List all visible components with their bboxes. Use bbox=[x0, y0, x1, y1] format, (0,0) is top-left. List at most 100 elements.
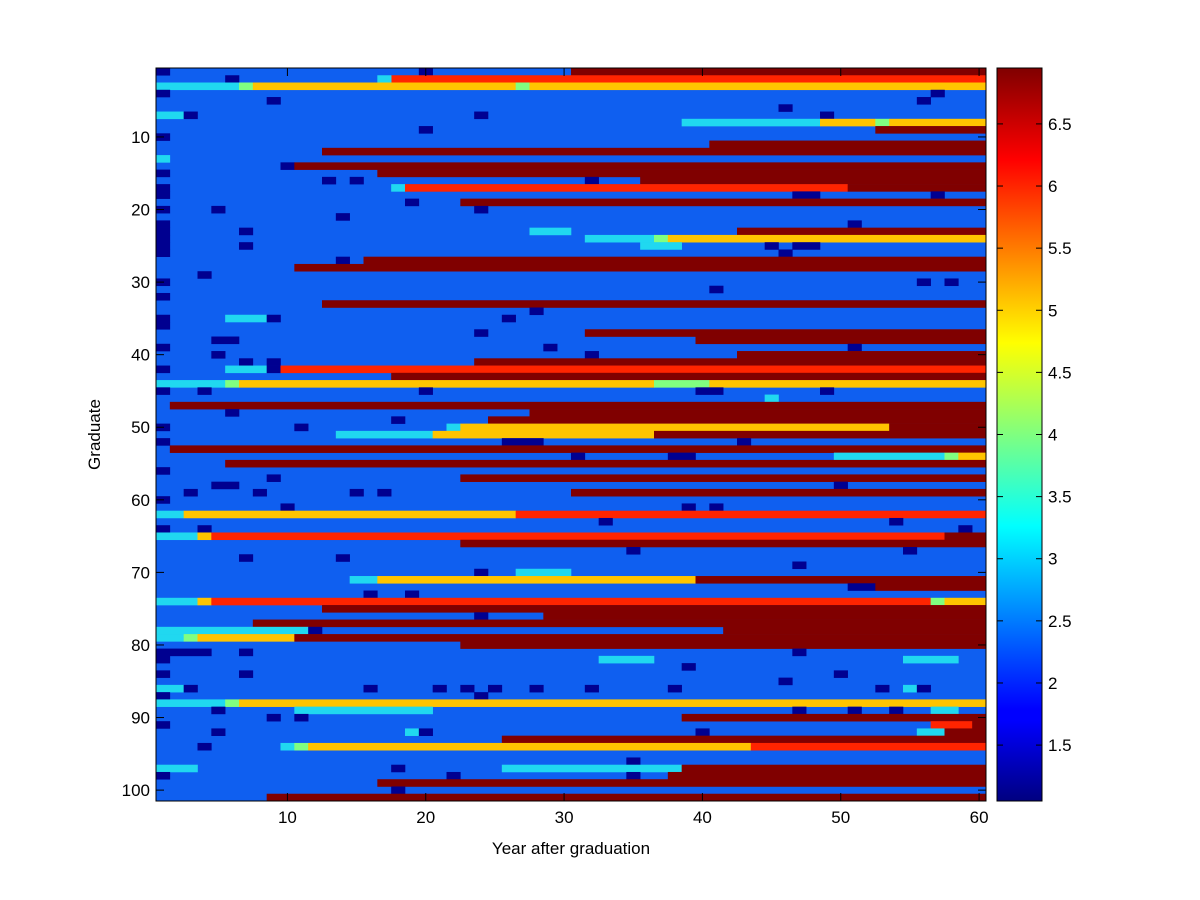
heatmap-cell bbox=[460, 474, 987, 482]
y-tick-label: 90 bbox=[131, 709, 150, 728]
heatmap-cell bbox=[432, 430, 655, 439]
heatmap-cell bbox=[930, 89, 945, 98]
heatmap-cell bbox=[488, 416, 987, 424]
heatmap-cell bbox=[239, 670, 254, 678]
heatmap-cell bbox=[156, 169, 171, 178]
heatmap-cell bbox=[737, 351, 987, 359]
x-tick-label: 20 bbox=[416, 808, 435, 827]
heatmap-cell bbox=[571, 68, 987, 76]
heatmap-cell bbox=[156, 510, 184, 519]
heatmap-cell bbox=[322, 300, 987, 308]
heatmap-cell bbox=[197, 532, 212, 541]
heatmap-cell bbox=[792, 191, 821, 199]
heatmap-cell bbox=[474, 568, 489, 577]
heatmap-cell bbox=[944, 278, 959, 287]
heatmap-cell bbox=[847, 343, 862, 352]
heatmap-cell bbox=[377, 488, 392, 497]
heatmap-cell bbox=[944, 452, 959, 461]
heatmap-cell bbox=[875, 684, 890, 693]
heatmap-cell bbox=[543, 343, 558, 352]
heatmap-cell bbox=[294, 162, 987, 170]
heatmap-cell bbox=[308, 742, 752, 751]
heatmap-cell bbox=[156, 597, 198, 606]
x-axis: 10 20 30 40 50 60 bbox=[278, 68, 989, 827]
heatmap-cell bbox=[571, 452, 586, 461]
heatmap-cell bbox=[695, 728, 710, 736]
colorbar-tick-label: 3 bbox=[1048, 550, 1057, 569]
heatmap-cell bbox=[930, 706, 959, 715]
heatmap-cell bbox=[875, 583, 987, 591]
heatmap-cell bbox=[156, 670, 171, 678]
heatmap-cell bbox=[266, 365, 281, 374]
heatmap-cell bbox=[280, 365, 987, 374]
heatmap-cell bbox=[225, 459, 987, 468]
heatmap-cell bbox=[529, 82, 987, 91]
heatmap-cell bbox=[156, 380, 226, 388]
heatmap-cell bbox=[211, 481, 240, 490]
heatmap-cell bbox=[723, 626, 987, 635]
colorbar-tick-label: 2.5 bbox=[1048, 612, 1072, 631]
heatmap-cell bbox=[211, 728, 226, 736]
heatmap-cell bbox=[377, 779, 987, 787]
heatmap-cell bbox=[778, 249, 793, 257]
heatmap-cell bbox=[847, 583, 876, 591]
heatmap-cell bbox=[916, 278, 931, 287]
heatmap-cell bbox=[377, 169, 987, 178]
heatmap-cell bbox=[156, 699, 226, 707]
colorbar-tick-label: 5.5 bbox=[1048, 239, 1072, 258]
heatmap-cell bbox=[266, 793, 987, 802]
heatmap-cell bbox=[169, 445, 987, 453]
heatmap-cell bbox=[391, 786, 406, 795]
heatmap-cell bbox=[598, 655, 655, 664]
heatmap-cell bbox=[460, 423, 890, 432]
heatmap-cell bbox=[252, 619, 987, 628]
heatmap-cell bbox=[515, 82, 530, 91]
heatmap-cell bbox=[197, 742, 212, 751]
heatmap-cell bbox=[584, 351, 599, 359]
heatmap-cell bbox=[308, 626, 323, 635]
heatmap-cell bbox=[778, 677, 793, 686]
heatmap-cell bbox=[391, 372, 987, 381]
heatmap-cell bbox=[335, 213, 350, 221]
heatmap-cell bbox=[211, 336, 240, 345]
heatmap-cell bbox=[640, 176, 987, 185]
heatmap-cell bbox=[695, 576, 987, 584]
heatmap-cell bbox=[197, 387, 212, 395]
y-tick-label: 60 bbox=[131, 491, 150, 510]
heatmap-cell bbox=[225, 314, 267, 323]
heatmap-cell bbox=[944, 597, 987, 606]
heatmap-cell bbox=[266, 97, 281, 105]
heatmap-cell bbox=[847, 184, 987, 192]
heatmap-cell bbox=[889, 423, 987, 432]
heatmap-cell bbox=[183, 111, 198, 120]
heatmap-cell bbox=[792, 561, 807, 570]
heatmap-cell bbox=[529, 307, 544, 316]
heatmap-cell bbox=[239, 82, 254, 91]
heatmap-cell bbox=[156, 184, 171, 192]
heatmap-cell bbox=[418, 126, 433, 134]
colorbar-tick-label: 3.5 bbox=[1048, 488, 1072, 507]
heatmap-cell bbox=[737, 227, 987, 236]
heatmap-cell bbox=[820, 111, 835, 120]
heatmap-cell bbox=[239, 242, 254, 250]
heatmap-cell bbox=[501, 735, 987, 744]
heatmap-cell bbox=[584, 329, 987, 337]
heatmap-cell bbox=[377, 576, 696, 584]
heatmap-cell bbox=[432, 684, 447, 693]
heatmap-cell bbox=[183, 488, 198, 497]
heatmap-cell bbox=[474, 111, 489, 120]
heatmap-cell bbox=[169, 401, 987, 410]
heatmap-cell bbox=[280, 742, 295, 751]
colorbar-tick-label: 4.5 bbox=[1048, 363, 1072, 382]
heatmap-cell bbox=[875, 126, 987, 134]
heatmap-cell bbox=[294, 634, 987, 642]
heatmap-cell bbox=[322, 176, 337, 185]
heatmap-cell bbox=[916, 97, 931, 105]
colorbar-tick-label: 6.5 bbox=[1048, 115, 1072, 134]
heatmap-cell bbox=[584, 176, 599, 185]
heatmap-cell bbox=[958, 525, 973, 533]
heatmap-cell bbox=[156, 648, 212, 657]
heatmap-cell bbox=[197, 271, 212, 279]
heatmap-cell bbox=[156, 111, 184, 120]
heatmap-cell bbox=[833, 481, 848, 490]
